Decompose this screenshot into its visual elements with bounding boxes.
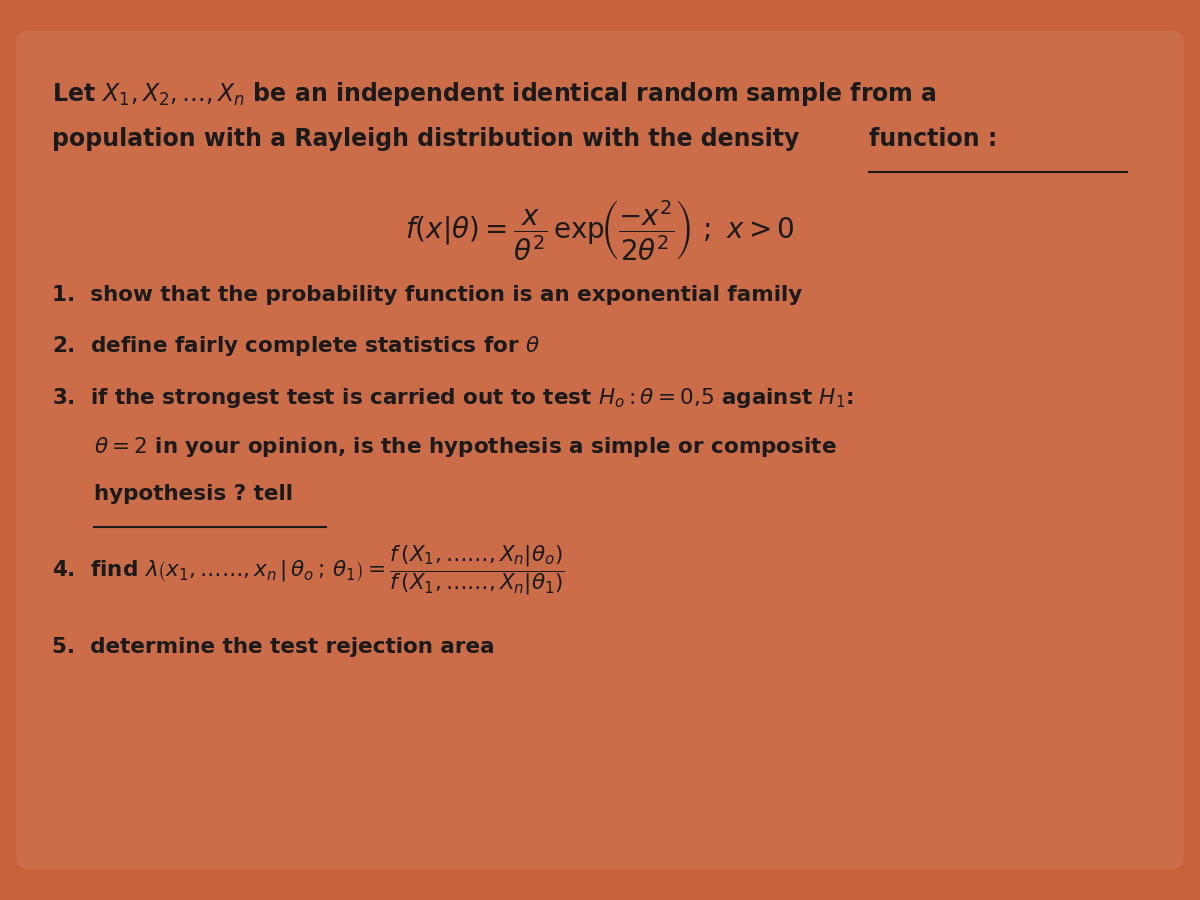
- Text: $\theta = 2$ in your opinion, is the hypothesis a simple or composite: $\theta = 2$ in your opinion, is the hyp…: [94, 435, 836, 459]
- Text: 2.  define fairly complete statistics for $\theta$: 2. define fairly complete statistics for…: [52, 334, 540, 358]
- Text: 5.  determine the test rejection area: 5. determine the test rejection area: [52, 637, 494, 657]
- Text: population with a Rayleigh distribution with the density: population with a Rayleigh distribution …: [52, 127, 808, 151]
- Text: hypothesis ? tell: hypothesis ? tell: [94, 484, 293, 504]
- Text: function :: function :: [869, 127, 997, 151]
- Text: Let $X_1, X_2, \ldots, X_n$ be an independent identical random sample from a: Let $X_1, X_2, \ldots, X_n$ be an indepe…: [52, 80, 937, 108]
- Text: 4.  find $\lambda\left(x_1, \ldots\ldots, x_n\,|\,\theta_o\,;\,\theta_1\right) =: 4. find $\lambda\left(x_1, \ldots\ldots,…: [52, 544, 565, 598]
- Text: 1.  show that the probability function is an exponential family: 1. show that the probability function is…: [52, 285, 802, 305]
- FancyBboxPatch shape: [16, 31, 1184, 869]
- Text: $f(x|\theta) = \dfrac{x}{\theta^2}\,\mathrm{exp}\!\left(\dfrac{-x^2}{2\theta^2}\: $f(x|\theta) = \dfrac{x}{\theta^2}\,\mat…: [406, 199, 794, 263]
- Text: 3.  if the strongest test is carried out to test $H_o: \theta = 0{,}5$ against $: 3. if the strongest test is carried out …: [52, 386, 853, 410]
